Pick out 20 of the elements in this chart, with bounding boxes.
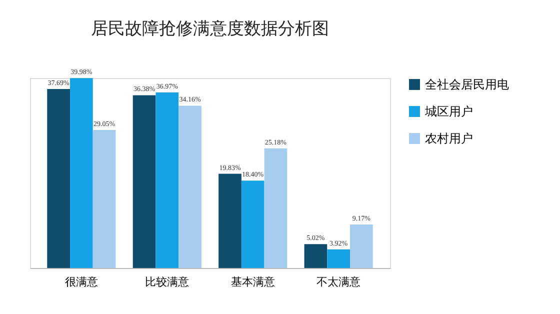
x-tick-label: 比较满意 bbox=[145, 276, 190, 288]
chart-title: 居民故障抢修满意度数据分析图 bbox=[91, 19, 329, 40]
bar bbox=[327, 249, 350, 268]
bar bbox=[47, 88, 70, 268]
bar bbox=[241, 180, 264, 268]
bar bbox=[264, 148, 288, 268]
bar bbox=[92, 130, 116, 268]
x-tick-label: 很满意 bbox=[64, 276, 98, 288]
bar bbox=[178, 106, 202, 268]
bar bbox=[350, 224, 373, 268]
x-tick-label: 不太满意 bbox=[316, 276, 361, 288]
bar bbox=[132, 95, 156, 268]
x-tick-label: 基本满意 bbox=[230, 276, 275, 288]
bar bbox=[156, 92, 179, 268]
legend-label: 城区用户 bbox=[424, 104, 473, 118]
bar bbox=[304, 244, 328, 268]
legend-label: 全社会居民用电 bbox=[425, 78, 509, 92]
bar bbox=[218, 174, 242, 268]
legend-label: 农村用户 bbox=[425, 132, 473, 146]
bar bbox=[70, 78, 93, 268]
